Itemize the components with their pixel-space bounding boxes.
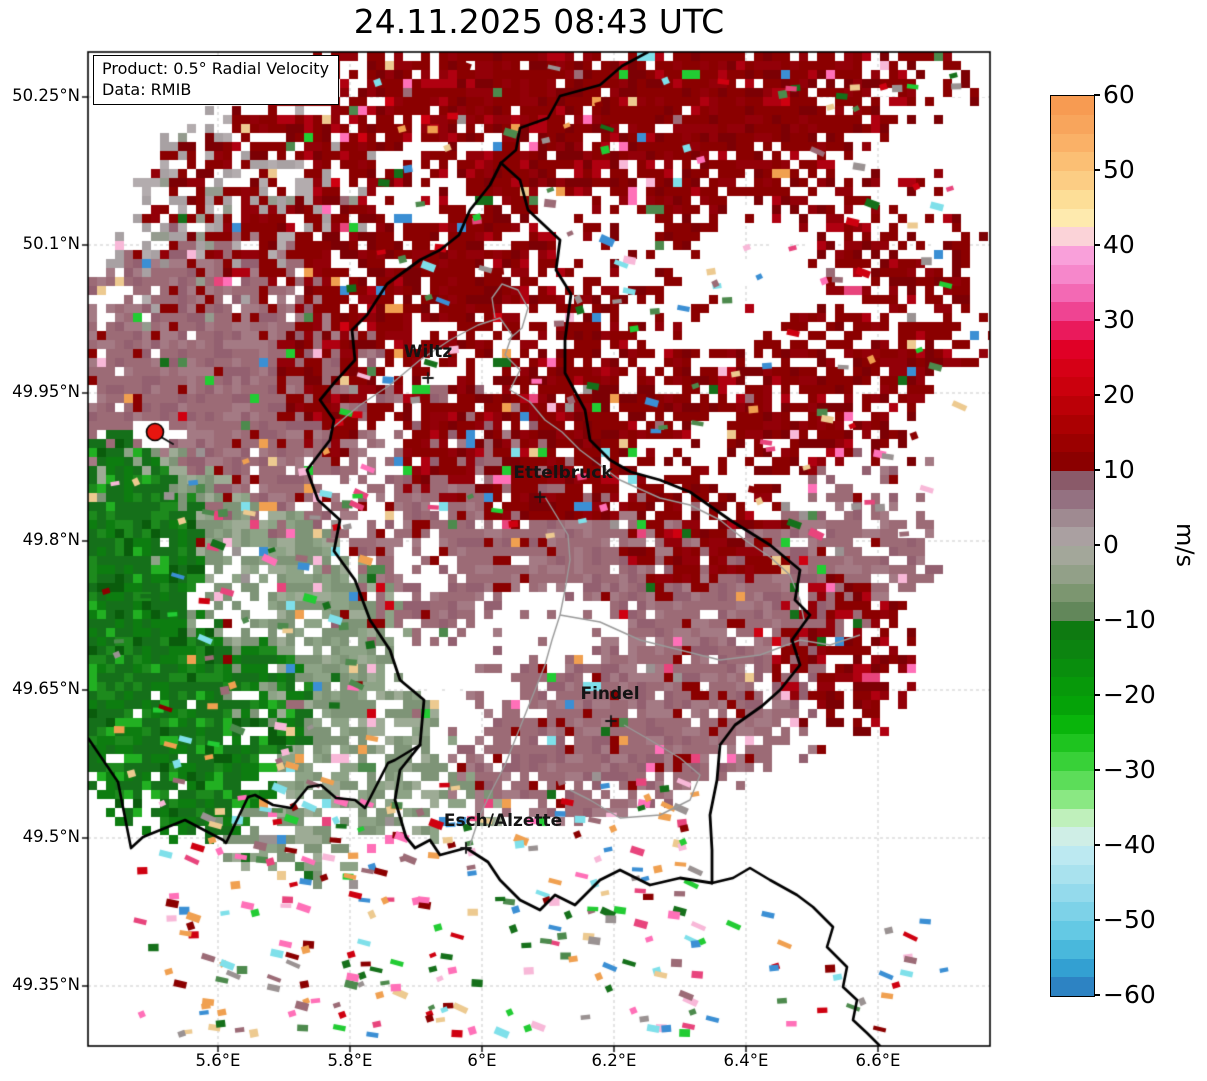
x-tick-label: 6.4°E [723, 1051, 769, 1070]
colorbar-band [1051, 433, 1094, 453]
colorbar-band [1051, 827, 1094, 846]
colorbar-band [1051, 958, 1094, 978]
colorbar-band [1051, 527, 1094, 546]
colorbar-band [1051, 302, 1094, 321]
colorbar-band [1051, 227, 1094, 246]
colorbar-band [1051, 208, 1094, 228]
colorbar-band [1051, 602, 1094, 621]
x-tick-label: 5.8°E [327, 1051, 373, 1070]
colorbar-band [1051, 677, 1094, 696]
colorbar-band [1051, 489, 1094, 509]
colorbar-band [1051, 658, 1094, 678]
colorbar-band [1051, 546, 1094, 565]
y-tick-label: 49.8°N [22, 530, 80, 549]
city-label-esch-alzette: Esch/Alzette [443, 811, 563, 831]
colorbar-tick-label: 30 [1103, 305, 1135, 334]
colorbar-band [1051, 96, 1094, 115]
city-label-wiltz: Wiltz [403, 342, 453, 362]
colorbar-band [1051, 939, 1094, 959]
colorbar-band [1051, 452, 1094, 471]
colorbar [1050, 95, 1095, 997]
colorbar-tick-label: 50 [1103, 155, 1135, 184]
product-info-box: Product: 0.5° Radial Velocity Data: RMIB [93, 55, 340, 105]
data-source-label: Data: RMIB [102, 80, 192, 99]
colorbar-band [1051, 114, 1094, 134]
colorbar-tick-mark [1094, 244, 1100, 246]
colorbar-tick-label: 10 [1103, 455, 1135, 484]
colorbar-band [1051, 808, 1094, 828]
colorbar-band [1051, 733, 1094, 753]
colorbar-band [1051, 977, 1094, 996]
colorbar-tick-label: 40 [1103, 230, 1135, 259]
colorbar-band [1051, 152, 1094, 171]
colorbar-band [1051, 564, 1094, 584]
colorbar-band [1051, 902, 1094, 921]
colorbar-tick-label: −10 [1103, 605, 1156, 634]
colorbar-unit-label: m/s [1171, 523, 1199, 567]
colorbar-band [1051, 264, 1094, 284]
y-tick-label: 49.95°N [12, 382, 80, 401]
colorbar-band [1051, 189, 1094, 209]
colorbar-band [1051, 714, 1094, 734]
colorbar-band [1051, 864, 1094, 884]
colorbar-tick-label: 60 [1103, 80, 1135, 109]
colorbar-band [1051, 696, 1094, 715]
colorbar-tick-mark [1094, 394, 1100, 396]
colorbar-band [1051, 283, 1094, 303]
colorbar-band [1051, 358, 1094, 378]
colorbar-tick-label: 0 [1103, 530, 1119, 559]
colorbar-band [1051, 789, 1094, 809]
x-tick-label: 6.2°E [591, 1051, 637, 1070]
colorbar-tick-label: −30 [1103, 755, 1156, 784]
colorbar-tick-label: −60 [1103, 980, 1156, 1009]
colorbar-tick-label: −20 [1103, 680, 1156, 709]
colorbar-tick-mark [1094, 469, 1100, 471]
y-tick-label: 50.25°N [12, 86, 80, 105]
colorbar-tick-mark [1094, 844, 1100, 846]
y-tick-label: 49.65°N [12, 679, 80, 698]
colorbar-tick-mark [1094, 619, 1100, 621]
colorbar-tick-mark [1094, 544, 1100, 546]
colorbar-tick-mark [1094, 169, 1100, 171]
colorbar-band [1051, 246, 1094, 265]
colorbar-band [1051, 752, 1094, 771]
colorbar-band [1051, 471, 1094, 490]
colorbar-tick-mark [1094, 769, 1100, 771]
colorbar-tick-mark [1094, 94, 1100, 96]
colorbar-tick-label: −50 [1103, 905, 1156, 934]
colorbar-band [1051, 583, 1094, 603]
colorbar-band [1051, 639, 1094, 659]
colorbar-tick-label: 20 [1103, 380, 1135, 409]
colorbar-band [1051, 171, 1094, 190]
x-tick-label: 6.6°E [855, 1051, 901, 1070]
colorbar-band [1051, 921, 1094, 940]
colorbar-band [1051, 321, 1094, 340]
colorbar-tick-mark [1094, 919, 1100, 921]
colorbar-tick-label: −40 [1103, 830, 1156, 859]
product-label: Product: 0.5° Radial Velocity [102, 59, 330, 78]
city-label-ettelbruck: Ettelbruck [513, 463, 613, 483]
colorbar-band [1051, 621, 1094, 640]
y-tick-label: 49.5°N [22, 827, 80, 846]
y-tick-label: 50.1°N [22, 234, 80, 253]
colorbar-band [1051, 846, 1094, 865]
colorbar-tick-mark [1094, 319, 1100, 321]
colorbar-band [1051, 396, 1094, 415]
colorbar-band [1051, 377, 1094, 396]
colorbar-band [1051, 771, 1094, 790]
colorbar-band [1051, 339, 1094, 359]
city-label-findel: Findel [580, 684, 640, 704]
y-tick-label: 49.35°N [12, 975, 80, 994]
x-tick-label: 6°E [467, 1051, 497, 1070]
colorbar-band [1051, 133, 1094, 153]
page-title: 24.11.2025 08:43 UTC [353, 2, 725, 41]
colorbar-band [1051, 414, 1094, 434]
colorbar-band [1051, 883, 1094, 903]
x-tick-label: 5.6°E [195, 1051, 241, 1070]
colorbar-tick-mark [1094, 994, 1100, 996]
colorbar-band [1051, 508, 1094, 528]
colorbar-tick-mark [1094, 694, 1100, 696]
